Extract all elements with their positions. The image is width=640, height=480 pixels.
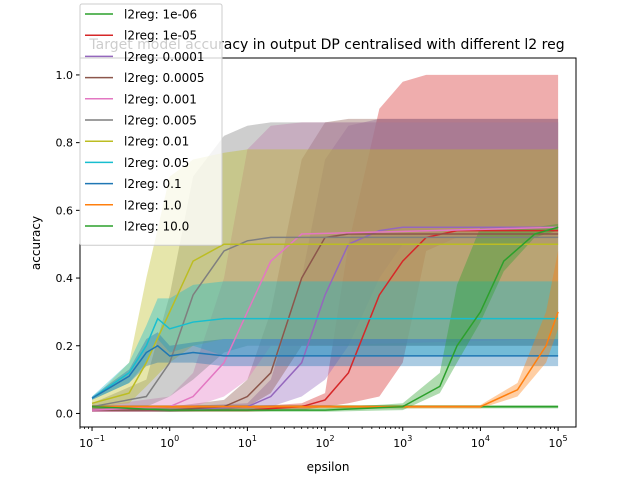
legend-label: l2reg: 1e-06 xyxy=(124,8,197,22)
y-tick-label: 0.2 xyxy=(56,340,74,353)
series-line-9 xyxy=(91,344,559,399)
series-lines xyxy=(91,226,559,411)
series-line-4 xyxy=(92,233,559,411)
y-tick-label: 0.6 xyxy=(56,204,74,217)
legend-label: l2reg: 0.01 xyxy=(124,135,189,149)
band-5 xyxy=(92,122,559,412)
x-tick-label: 100 xyxy=(160,434,179,450)
y-axis-label: accuracy xyxy=(29,216,43,270)
legend-label: l2reg: 0.005 xyxy=(124,114,197,128)
legend-label: l2reg: 0.0005 xyxy=(124,71,204,85)
x-tick-label: 103 xyxy=(393,434,412,450)
legend-label: l2reg: 0.05 xyxy=(124,156,189,170)
band-2 xyxy=(92,74,559,412)
series-line-6 xyxy=(91,236,559,408)
legend-label: l2reg: 0.1 xyxy=(124,177,182,191)
x-tick-label: 102 xyxy=(316,434,335,450)
x-tick-label: 101 xyxy=(238,434,257,450)
series-line-7 xyxy=(91,243,559,405)
x-axis-ticks: 10−1 100 101 102 103 104 105 xyxy=(79,427,568,450)
band-4 xyxy=(92,118,559,412)
legend-label: l2reg: 10.0 xyxy=(124,220,189,234)
band-8 xyxy=(92,281,559,400)
y-tick-label: 0.8 xyxy=(56,137,74,150)
x-tick-label: 105 xyxy=(549,434,568,450)
series-line-5 xyxy=(91,226,559,411)
legend-box xyxy=(79,3,223,246)
band-3 xyxy=(92,118,559,412)
y-tick-label: 0.0 xyxy=(56,407,74,420)
legend: l2reg: 1e-06 l2reg: 1e-05 l2reg: 0.0001 l2r… xyxy=(79,3,223,246)
legend-label: l2reg: 1e-05 xyxy=(124,29,197,43)
x-axis-label: epsilon xyxy=(307,460,350,474)
x-tick-label: 10−1 xyxy=(79,434,105,450)
series-line-11 xyxy=(91,226,559,411)
legend-label: l2reg: 0.0001 xyxy=(124,50,204,64)
y-tick-label: 0.4 xyxy=(56,272,74,285)
band-11 xyxy=(92,223,559,412)
y-axis-ticks: 0.0 0.2 0.4 0.6 0.8 1.0 xyxy=(56,69,80,420)
x-tick-label: 104 xyxy=(471,434,490,450)
y-tick-label: 1.0 xyxy=(56,69,74,82)
band-9 xyxy=(92,332,559,400)
legend-label: l2reg: 0.001 xyxy=(124,92,197,106)
legend-label: l2reg: 1.0 xyxy=(124,198,182,212)
series-line-8 xyxy=(91,317,559,399)
